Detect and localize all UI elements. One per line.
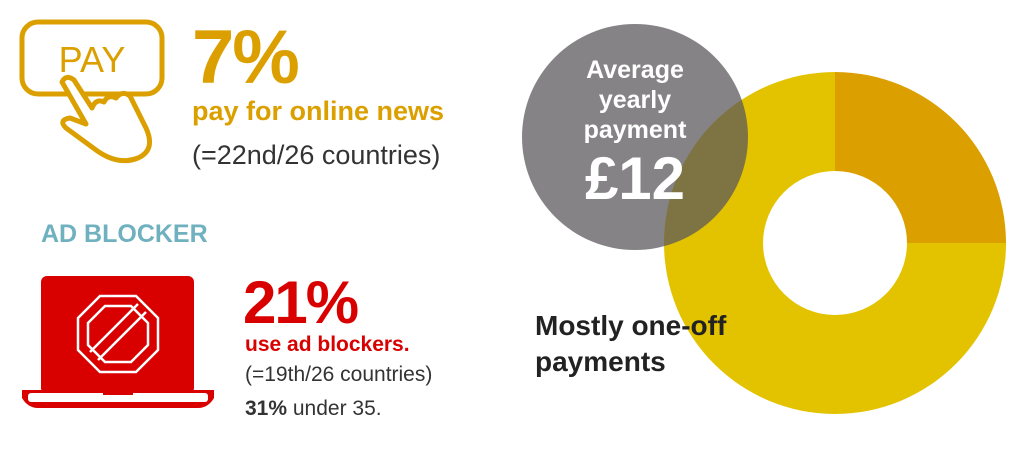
pay-icon-text: PAY [59,39,126,80]
donut-segment-1 [664,72,1006,414]
payment-type-line2: payments [535,346,666,377]
average-amount: £12 [584,145,686,212]
average-line1: Average [586,56,684,84]
ad-blocker-under35: 31% under 35. [245,397,382,421]
average-line3: payment [583,116,687,144]
average-payment-circle [522,24,748,250]
ad-blocker-percent: 21% [243,269,359,336]
ad-blocker-label: use ad blockers. [245,333,410,356]
payment-type-line1: Mostly one-off [535,310,727,341]
pay-button-hand-icon: PAY [19,19,165,164]
pay-rank: (=22nd/26 countries) [192,140,441,170]
pay-percent: 7% [192,15,300,100]
donut-segment-0 [835,72,1006,243]
stop-sign-icon [76,294,160,374]
average-line2: yearly [598,86,672,114]
laptop-blocked-icon [22,276,214,408]
under35-value: 31% [245,397,288,420]
under35-text: under 35. [287,397,382,420]
ad-blocker-title: AD BLOCKER [41,220,208,248]
ad-blocker-rank: (=19th/26 countries) [245,363,433,386]
average-payment: Average yearly payment £12 [522,55,748,211]
pay-label: pay for online news [192,96,445,126]
payment-type-label: Mostly one-off payments [535,308,726,380]
